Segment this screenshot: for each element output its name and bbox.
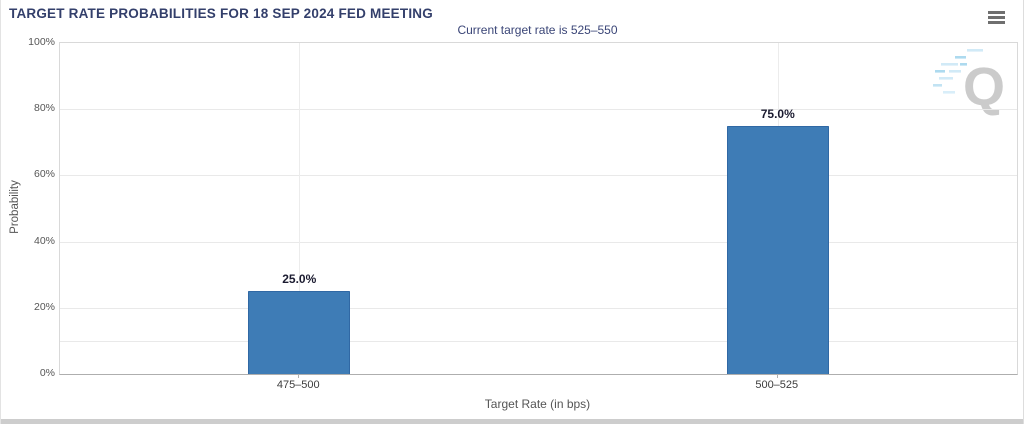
watermark-letter: Q [963, 57, 1005, 117]
bottom-border-bar [1, 419, 1023, 424]
gridline-h [60, 307, 1017, 309]
chart-subtitle: Current target rate is 525–550 [457, 23, 618, 37]
bar-value-label: 75.0% [760, 106, 795, 121]
page-title: TARGET RATE PROBABILITIES FOR 18 SEP 202… [9, 6, 433, 21]
y-axis-ticks: 0% 20% 40% 60% 80% 100% [1, 36, 55, 379]
gridline-v [299, 43, 301, 374]
y-tick-label: 100% [28, 36, 55, 48]
y-tick-label: 40% [33, 234, 55, 247]
x-axis-ticks: 475–500 500–525 [59, 374, 1016, 395]
gridline-h [60, 340, 1017, 342]
chart-menu-button[interactable] [986, 7, 1007, 25]
x-tick-mark [298, 374, 300, 378]
y-tick-label: 20% [33, 300, 55, 313]
quikstrike-watermark-icon: Q [933, 49, 1005, 117]
bar-475-500[interactable] [248, 291, 351, 374]
hamburger-icon [988, 16, 1005, 19]
plot-area: Q 25.0% 75.0% [59, 42, 1018, 375]
hamburger-icon [988, 11, 1005, 14]
y-tick-label: 80% [33, 102, 55, 115]
gridline-h [60, 109, 1017, 111]
bar-500-525[interactable] [726, 125, 829, 374]
gridline-h [60, 175, 1017, 177]
x-tick-label: 500–525 [755, 379, 799, 391]
y-tick-label: 60% [33, 168, 55, 181]
hamburger-icon [988, 21, 1005, 24]
x-tick-mark [776, 374, 778, 378]
gridline-h [60, 241, 1017, 243]
x-axis-title: Target Rate (in bps) [484, 397, 591, 411]
x-tick-label: 475–500 [276, 379, 320, 391]
y-tick-label: 0% [39, 367, 55, 379]
bar-value-label: 25.0% [282, 272, 317, 287]
